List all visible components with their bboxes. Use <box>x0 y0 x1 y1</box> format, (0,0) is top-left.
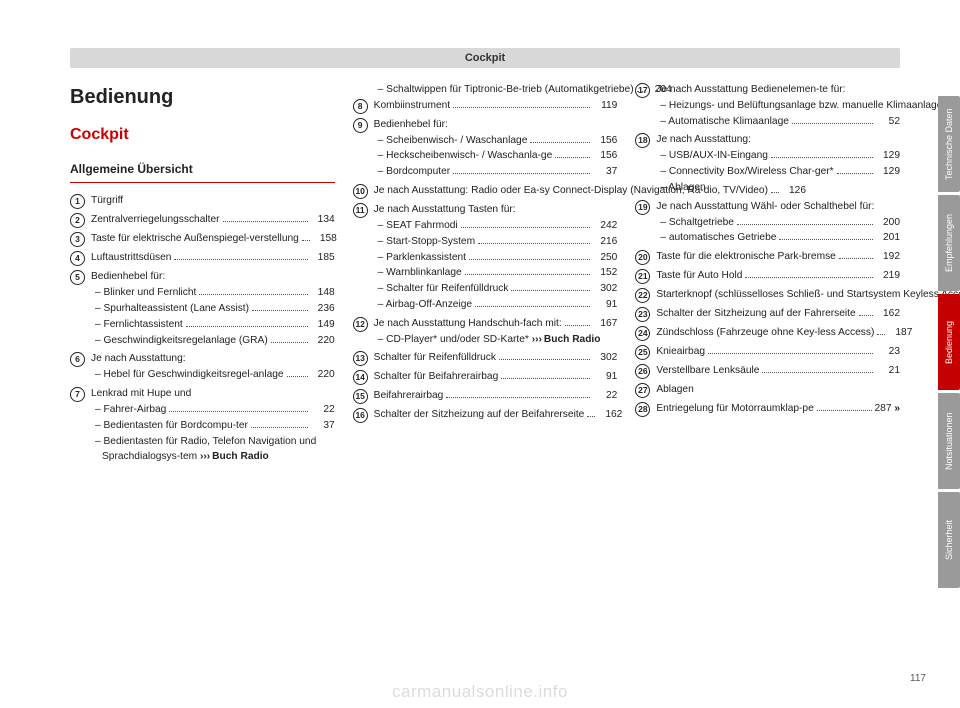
item-number: 25 <box>635 345 650 360</box>
item-number: 14 <box>353 370 368 385</box>
toc-item: 7 Lenkrad mit Hupe und Fahrer-Airbag22 B… <box>70 386 335 465</box>
item-number: 13 <box>353 351 368 366</box>
tab-notsituationen[interactable]: Notsituationen <box>938 393 960 489</box>
item-number: 11 <box>353 203 368 218</box>
item-number: 19 <box>635 200 650 215</box>
toc-item: 6 Je nach Ausstattung: Hebel für Geschwi… <box>70 351 335 383</box>
item-number: 6 <box>70 352 85 367</box>
toc-item: 3 Taste für elektrische Außenspiegel-ver… <box>70 231 335 247</box>
book-ref-icon <box>532 334 544 345</box>
item-number: 8 <box>353 99 368 114</box>
section-title: Cockpit <box>70 123 335 148</box>
item-number: 4 <box>70 251 85 266</box>
item-number: 1 <box>70 194 85 209</box>
tab-empfehlungen[interactable]: Empfehlungen <box>938 195 960 291</box>
toc-item: 26 Verstellbare Lenksäule21 <box>635 363 900 379</box>
item-number: 9 <box>353 118 368 133</box>
item-number: 28 <box>635 402 650 417</box>
book-ref-icon <box>200 451 212 462</box>
subsection-title: Allgemeine Übersicht <box>70 160 335 184</box>
toc-item: 16 Schalter der Sitzheizung auf der Beif… <box>353 407 618 423</box>
item-number: 22 <box>635 288 650 303</box>
toc-item: 15 Beifahrerairbag22 <box>353 388 618 404</box>
page-number: 117 <box>910 673 926 684</box>
toc-item: 28 Entriegelung für Motorraumklap-pe287 <box>635 401 900 417</box>
toc-item: 10 Je nach Ausstattung: Radio oder Ea-sy… <box>353 183 618 199</box>
item-number: 23 <box>635 307 650 322</box>
toc-item: 5 Bedienhebel für: Blinker und Fernlicht… <box>70 269 335 348</box>
chapter-title: Bedienung <box>70 82 335 113</box>
toc-item: 24 Zündschloss (Fahrzeuge ohne Key-less … <box>635 325 900 341</box>
column-2: Schaltwippen für Tiptronic-Be-trieb (Aut… <box>353 82 618 468</box>
column-1: Bedienung Cockpit Allgemeine Übersicht 1… <box>70 82 335 468</box>
item-number: 27 <box>635 383 650 398</box>
content-columns: Bedienung Cockpit Allgemeine Übersicht 1… <box>70 82 900 468</box>
toc-item: 20 Taste für die elektronische Park-brem… <box>635 249 900 265</box>
watermark: carmanualsonline.info <box>0 682 960 702</box>
toc-item: 13 Schalter für Reifenfülldruck302 <box>353 350 618 366</box>
item-number: 10 <box>353 184 368 199</box>
item-number: 26 <box>635 364 650 379</box>
item-number: 16 <box>353 408 368 423</box>
item-number: 7 <box>70 387 85 402</box>
side-tabs: Technische Daten Empfehlungen Bedienung … <box>938 96 960 588</box>
toc-item: 11 Je nach Ausstattung Tasten für: SEAT … <box>353 202 618 313</box>
item-number: 12 <box>353 317 368 332</box>
item-number: 2 <box>70 213 85 228</box>
toc-item: 18 Je nach Ausstattung: USB/AUX-IN-Einga… <box>635 132 900 195</box>
toc-item: 22 Starterknopf (schlüsselloses Schließ-… <box>635 287 900 303</box>
item-number: 21 <box>635 269 650 284</box>
item-number: 20 <box>635 250 650 265</box>
item-number: 15 <box>353 389 368 404</box>
tab-tech-data[interactable]: Technische Daten <box>938 96 960 192</box>
toc-item: 2 Zentralverriegelungsschalter134 <box>70 212 335 228</box>
toc-item: 8 Kombiinstrument119 <box>353 98 618 114</box>
section-header: Cockpit <box>70 48 900 68</box>
column-3: 17 Je nach Ausstattung Bedienelemen-te f… <box>635 82 900 468</box>
toc-item: 14 Schalter für Beifahrerairbag91 <box>353 369 618 385</box>
toc-item: 21 Taste für Auto Hold219 <box>635 268 900 284</box>
item-number: 3 <box>70 232 85 247</box>
toc-item: 4 Luftaustrittsdüsen185 <box>70 250 335 266</box>
toc-item: 25 Knieairbag23 <box>635 344 900 360</box>
item-number: 17 <box>635 83 650 98</box>
toc-item: 23 Schalter der Sitzheizung auf der Fahr… <box>635 306 900 322</box>
tab-bedienung[interactable]: Bedienung <box>938 294 960 390</box>
toc-item: 12 Je nach Ausstattung Handschuh-fach mi… <box>353 316 618 348</box>
tab-sicherheit[interactable]: Sicherheit <box>938 492 960 588</box>
manual-page: Cockpit Bedienung Cockpit Allgemeine Übe… <box>0 0 960 708</box>
toc-item: 27 Ablagen <box>635 382 900 398</box>
item-number: 18 <box>635 133 650 148</box>
item-number: 24 <box>635 326 650 341</box>
toc-item: 17 Je nach Ausstattung Bedienelemen-te f… <box>635 82 900 129</box>
item-number: 5 <box>70 270 85 285</box>
toc-item: 9 Bedienhebel für: Scheibenwisch- / Wasc… <box>353 117 618 180</box>
toc-item: 19 Je nach Ausstattung Wähl- oder Schalt… <box>635 199 900 246</box>
toc-item: 1 Türgriff <box>70 193 335 209</box>
